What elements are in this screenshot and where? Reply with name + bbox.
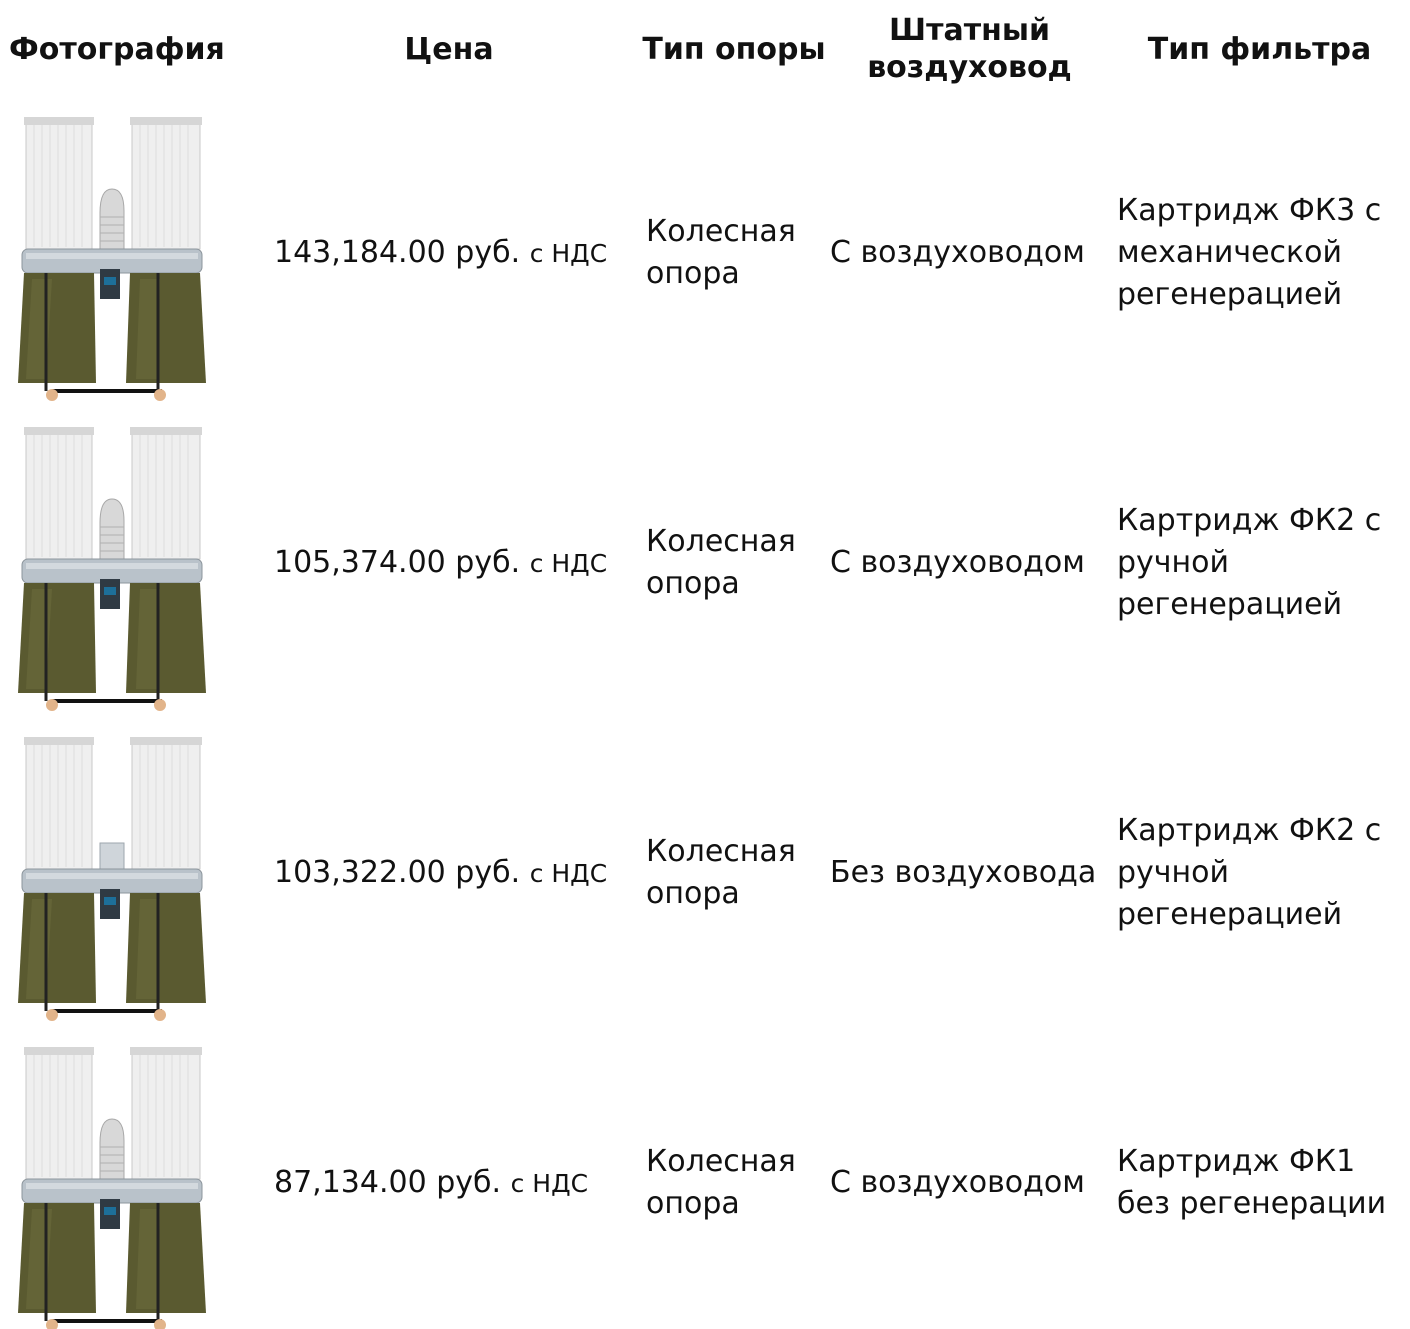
outlet-stub-icon bbox=[99, 842, 125, 872]
table-row: 87,134.00 руб. с НДС Колесная опора С во… bbox=[0, 1028, 1410, 1329]
dust-collector-photo[interactable] bbox=[12, 1033, 208, 1329]
price-value: 103,322.00 руб. bbox=[274, 854, 521, 890]
price-cell: 87,134.00 руб. с НДС bbox=[230, 1028, 638, 1329]
photo-cell bbox=[0, 98, 230, 408]
price-value: 105,374.00 руб. bbox=[274, 544, 521, 580]
support-type-cell: Колесная опора bbox=[646, 1144, 796, 1221]
dust-collector-photo[interactable] bbox=[12, 723, 208, 1023]
hose-icon bbox=[99, 498, 125, 562]
filter-type-cell: Картридж ФК2 с ручной регенерацией bbox=[1117, 813, 1382, 932]
support-type-cell: Колесная опора bbox=[646, 214, 796, 291]
table-header-row: Фотография Цена Тип опоры Штатный воздух… bbox=[0, 0, 1410, 98]
photo-cell bbox=[0, 1028, 230, 1329]
price-cell: 105,374.00 руб. с НДС bbox=[230, 408, 638, 718]
photo-cell bbox=[0, 718, 230, 1028]
price-value: 87,134.00 руб. bbox=[274, 1164, 502, 1200]
dust-collector-photo[interactable] bbox=[12, 413, 208, 713]
vat-label: с НДС bbox=[529, 858, 608, 888]
duct-cell: С воздуховодом bbox=[830, 545, 1085, 580]
header-filter-type: Тип фильтра bbox=[1147, 31, 1372, 67]
duct-cell: С воздуховодом bbox=[830, 235, 1085, 270]
table-row: 143,184.00 руб. с НДС Колесная опора С в… bbox=[0, 98, 1410, 408]
table-row: 105,374.00 руб. с НДС Колесная опора С в… bbox=[0, 408, 1410, 718]
table-row: 103,322.00 руб. с НДС Колесная опора Без… bbox=[0, 718, 1410, 1028]
header-price: Цена bbox=[404, 31, 494, 67]
duct-cell: С воздуховодом bbox=[830, 1165, 1085, 1200]
price-value: 143,184.00 руб. bbox=[274, 234, 521, 270]
filter-type-cell: Картридж ФК2 с ручной регенерацией bbox=[1117, 503, 1382, 622]
vat-label: с НДС bbox=[510, 1168, 589, 1198]
filter-type-cell: Картридж ФК1 без регенерации bbox=[1117, 1144, 1387, 1221]
header-duct: Штатный воздуховод bbox=[867, 13, 1072, 85]
vat-label: с НДС bbox=[529, 548, 608, 578]
filter-type-cell: Картридж ФК3 с механической регенерацией bbox=[1117, 193, 1382, 312]
hose-icon bbox=[99, 188, 125, 252]
vat-label: с НДС bbox=[529, 238, 608, 268]
dust-collector-photo[interactable] bbox=[12, 103, 208, 403]
photo-cell bbox=[0, 408, 230, 718]
header-support-type: Тип опоры bbox=[642, 31, 826, 67]
support-type-cell: Колесная опора bbox=[646, 524, 796, 601]
header-photo: Фотография bbox=[9, 31, 225, 67]
support-type-cell: Колесная опора bbox=[646, 834, 796, 911]
price-cell: 143,184.00 руб. с НДС bbox=[230, 98, 638, 408]
hose-icon bbox=[99, 1118, 125, 1182]
price-cell: 103,322.00 руб. с НДС bbox=[230, 718, 638, 1028]
duct-cell: Без воздуховода bbox=[830, 855, 1097, 890]
